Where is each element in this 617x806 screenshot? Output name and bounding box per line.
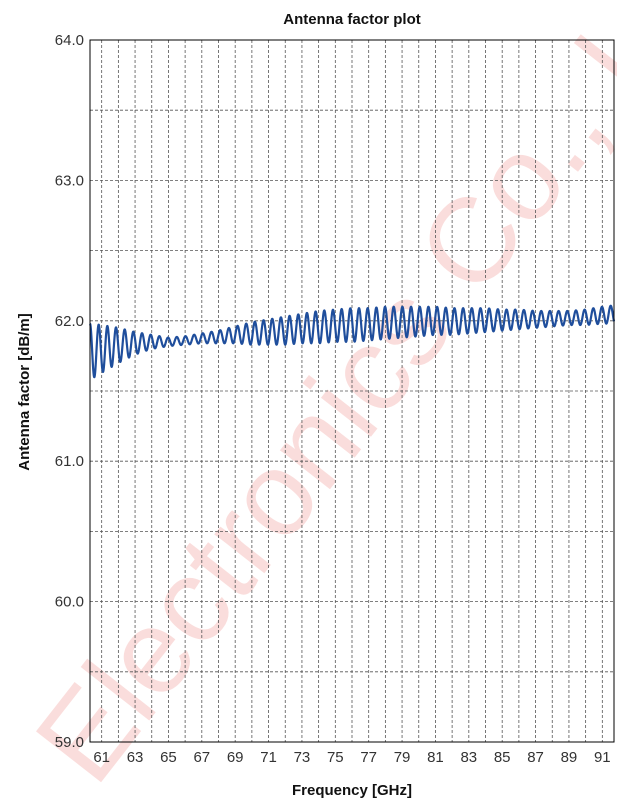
- y-axis-ticks: 59.0 60.0 61.0 62.0 63.0 64.0: [55, 32, 84, 751]
- x-tick-label: 87: [527, 749, 544, 766]
- x-tick-label: 89: [561, 749, 578, 766]
- series-line-antenna-factor: [89, 304, 616, 379]
- plot-frame: [89, 39, 615, 743]
- x-tick-label: 69: [227, 749, 244, 766]
- y-tick-label: 60.0: [55, 594, 84, 611]
- x-axis-ticks: 61 63 65 67 69 71 73 75 77 79 81 83 85 87 89 91: [93, 749, 610, 766]
- x-tick-label: 75: [327, 749, 344, 766]
- y-axis-title: Antenna factor [dB/m]: [16, 313, 33, 471]
- watermark-text: Electronics Co., Ltd.: [10, 0, 617, 806]
- x-tick-label: 91: [594, 749, 611, 766]
- x-tick-label: 81: [427, 749, 444, 766]
- x-tick-label: 61: [93, 749, 110, 766]
- x-tick-label: 67: [193, 749, 210, 766]
- grid: [90, 40, 614, 742]
- x-tick-label: 65: [160, 749, 177, 766]
- chart-title: Antenna factor plot: [283, 11, 421, 28]
- x-tick-label: 73: [294, 749, 311, 766]
- y-tick-label: 63.0: [55, 172, 84, 189]
- x-tick-label: 71: [260, 749, 277, 766]
- y-tick-label: 64.0: [55, 32, 84, 49]
- x-tick-label: 85: [494, 749, 511, 766]
- x-axis-title: Frequency [GHz]: [292, 782, 412, 799]
- y-tick-label: 62.0: [55, 313, 84, 330]
- x-tick-label: 63: [127, 749, 144, 766]
- x-tick-label: 77: [360, 749, 377, 766]
- y-tick-label: 59.0: [55, 734, 84, 751]
- x-tick-label: 79: [394, 749, 411, 766]
- x-tick-label: 83: [460, 749, 477, 766]
- y-tick-label: 61.0: [55, 453, 84, 470]
